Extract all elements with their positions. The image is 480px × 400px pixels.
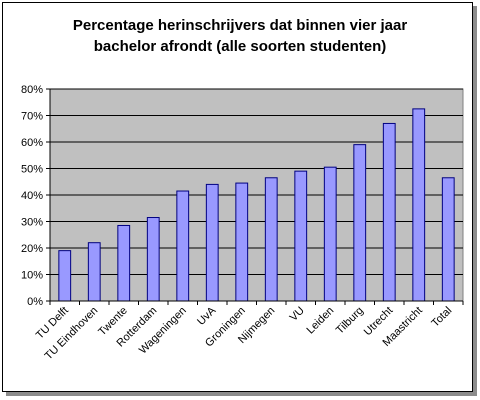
x-tick-label: TU Eindhoven [43, 305, 101, 363]
x-tick-label: UvA [195, 304, 219, 328]
bar [146, 217, 160, 302]
bar [176, 190, 190, 302]
bar [264, 177, 278, 302]
y-tick-label: 0% [27, 296, 43, 308]
bar [441, 177, 455, 302]
bar [353, 144, 367, 302]
y-tick-label: 50% [21, 164, 43, 176]
chart-title-line-1: Percentage herinschrijvers dat binnen vi… [73, 17, 407, 34]
bar [87, 242, 101, 302]
x-tick-label: VU [288, 305, 307, 324]
y-tick-label: 70% [21, 111, 43, 123]
x-tick-label: Leiden [305, 305, 337, 337]
bar [412, 108, 426, 302]
bar [323, 166, 337, 302]
y-tick-label: 20% [21, 243, 43, 255]
bar [117, 224, 131, 302]
bar [205, 183, 219, 302]
x-tick-label: Total [429, 305, 454, 330]
y-tick-label: 40% [21, 190, 43, 202]
y-tick-label: 60% [21, 137, 43, 149]
bar [58, 250, 72, 302]
y-tick-label: 80% [21, 84, 43, 96]
y-tick-label: 30% [21, 217, 43, 229]
y-tick-labels: 0% 10% 20% 30% 40% 50% 60% 70% 80% [21, 84, 43, 308]
axes [46, 88, 464, 305]
x-tick-label: Tilburg [334, 305, 366, 337]
bar [294, 170, 308, 302]
bars [58, 108, 455, 302]
y-tick-label: 10% [21, 270, 43, 282]
bar [382, 122, 396, 302]
bar [235, 182, 249, 302]
chart-title-line-2: bachelor afrondt (alle soorten studenten… [94, 38, 387, 55]
